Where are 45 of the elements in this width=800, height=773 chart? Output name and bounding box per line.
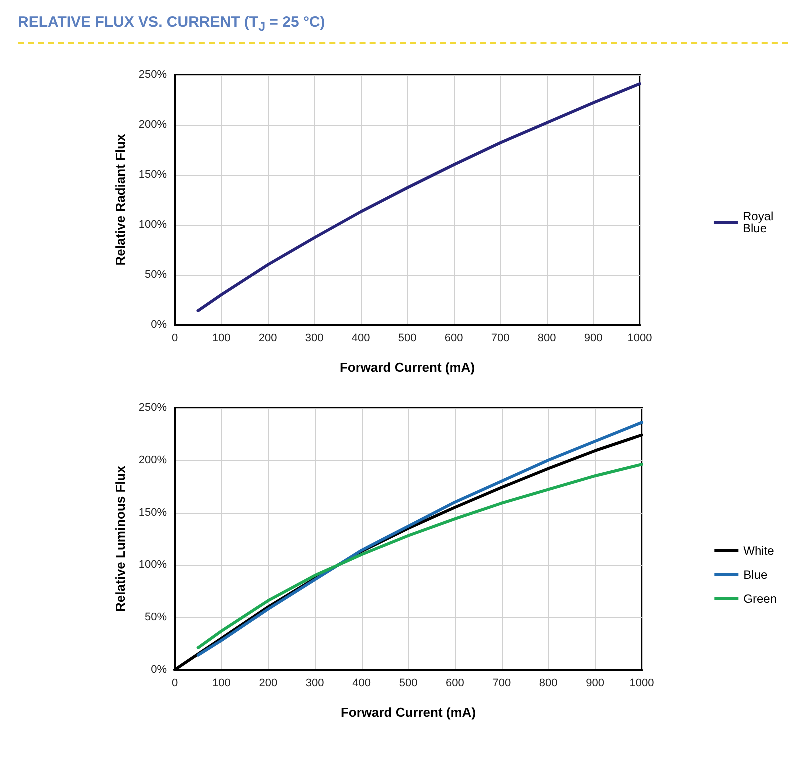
legend-label: Green [744,592,778,606]
x-tick-label: 900 [584,332,603,344]
x-tick-label: 700 [492,678,512,690]
x-tick-label: 400 [352,332,370,344]
x-tick-label: 600 [446,678,464,690]
x-tick-label: 0 [172,678,178,690]
y-tick-label: 100% [138,219,168,231]
y-tick-label: 250% [138,402,168,414]
y-tick-label: 50% [144,612,168,624]
y-tick-label: 0% [151,319,168,331]
x-tick-label: 500 [398,332,417,344]
y-tick-label: 0% [151,664,168,676]
y-tick-label: 100% [138,559,168,572]
x-tick-label: 800 [539,678,558,690]
y-axis-title: Relative Luminous Flux [113,465,128,612]
legend-label: Royal Blue [742,210,777,236]
line-series [196,82,642,312]
y-tick-label: 250% [138,69,168,81]
x-tick-label: 100 [212,332,231,344]
x-tick-label: 1000 [628,332,652,344]
x-tick-label: 500 [399,678,418,690]
chart-title: RELATIVE FLUX VS. CURRENT (T$_{J}$ = 25 °C) [18,14,788,44]
x-tick-label: 0 [172,332,178,344]
y-tick-label: 50% [144,269,168,281]
x-tick-label: 800 [538,332,556,344]
y-tick-label: 200% [138,454,168,466]
x-tick-label: 300 [305,332,324,344]
x-axis-title: Forward Current (mA) [340,360,476,375]
x-tick-label: 100 [212,678,231,690]
x-tick-label: 400 [352,678,371,690]
x-tick-label: 700 [491,332,510,344]
legend-label: Blue [744,568,768,582]
x-axis-title: Forward Current (mA) [340,705,476,720]
x-tick-label: 300 [306,678,324,690]
x-tick-label: 200 [259,678,278,690]
x-tick-label: 900 [586,678,604,690]
y-tick-label: 150% [138,169,168,181]
x-tick-label: 1000 [630,678,654,690]
x-tick-label: 600 [444,332,464,344]
line-series [196,463,644,650]
legend-label: White [744,544,775,558]
y-tick-label: 150% [138,506,168,519]
y-tick-label: 200% [138,119,168,131]
x-tick-label: 200 [258,332,278,344]
y-axis-title: Relative Radiant Flux [113,133,128,266]
